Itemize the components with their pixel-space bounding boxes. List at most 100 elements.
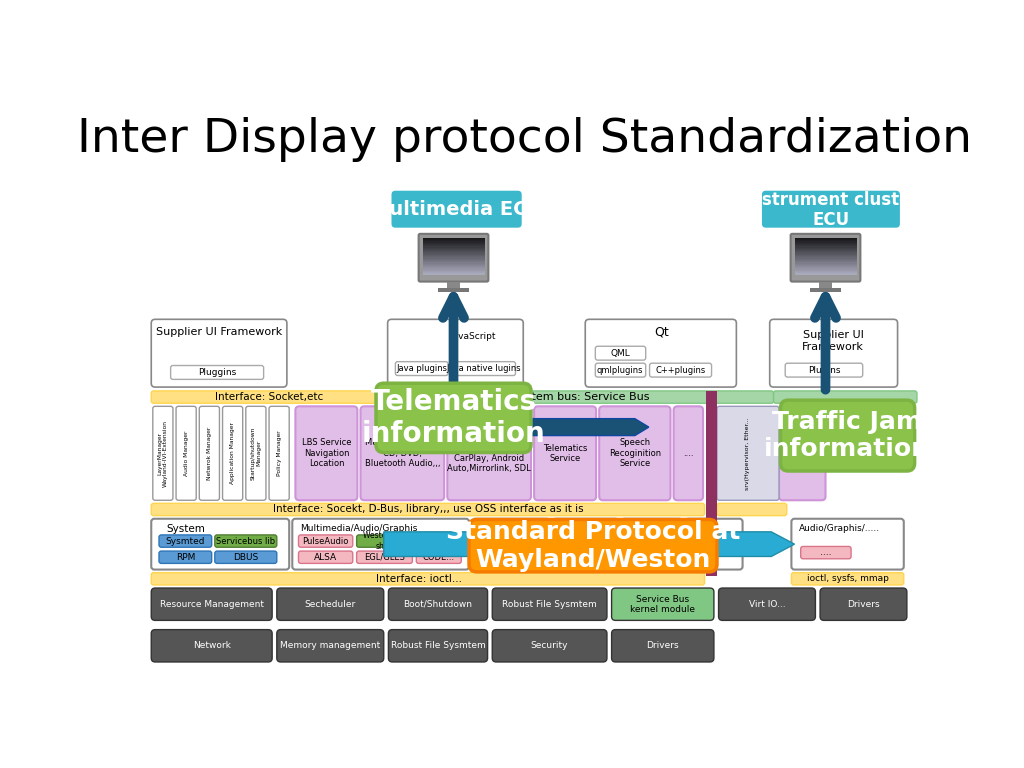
FancyBboxPatch shape [152, 630, 272, 662]
Text: Secheduler: Secheduler [305, 600, 356, 609]
Bar [795, 263, 856, 265]
Text: CODE...: CODE... [423, 553, 455, 561]
FancyBboxPatch shape [159, 551, 212, 564]
Text: Security: Security [530, 641, 568, 650]
Text: Sysmted: Sysmted [166, 537, 205, 545]
FancyBboxPatch shape [586, 319, 736, 387]
FancyBboxPatch shape [388, 391, 773, 403]
FancyBboxPatch shape [417, 551, 461, 564]
FancyBboxPatch shape [200, 406, 219, 500]
Bar [423, 253, 484, 254]
Text: ALSA: ALSA [314, 553, 337, 561]
FancyBboxPatch shape [388, 588, 487, 621]
Text: Audio Manager: Audio Manager [183, 431, 188, 476]
Bar [423, 243, 484, 244]
Bar [795, 247, 856, 249]
Text: LBS Service
Navigation
Location: LBS Service Navigation Location [302, 439, 351, 468]
Bar [795, 260, 856, 261]
FancyBboxPatch shape [535, 406, 596, 500]
Bar [423, 255, 484, 257]
FancyBboxPatch shape [395, 362, 449, 376]
FancyBboxPatch shape [792, 573, 904, 585]
Bar [795, 270, 856, 271]
FancyBboxPatch shape [269, 406, 289, 500]
Bar [795, 251, 856, 253]
Text: LayerManager
Wayland-IVI-Extension: LayerManager Wayland-IVI-Extension [158, 420, 168, 487]
Bar [423, 266, 484, 267]
FancyBboxPatch shape [152, 518, 289, 570]
Bar [795, 245, 856, 247]
Bar [423, 270, 484, 271]
FancyBboxPatch shape [472, 518, 550, 570]
FancyBboxPatch shape [215, 551, 276, 564]
Bar [423, 247, 484, 249]
FancyBboxPatch shape [276, 588, 384, 621]
FancyBboxPatch shape [773, 391, 916, 403]
Bar [423, 267, 484, 269]
Text: Java plugins: Java plugins [396, 364, 447, 373]
Bar [810, 288, 841, 292]
Text: Telematics
Service: Telematics Service [543, 444, 588, 463]
Bar [423, 250, 484, 252]
FancyBboxPatch shape [153, 406, 173, 500]
Text: EGL/GLES: EGL/GLES [365, 553, 404, 561]
FancyBboxPatch shape [222, 406, 243, 500]
Text: srv(Hypervisor, Ether...: srv(Hypervisor, Ether... [745, 417, 751, 489]
Text: ....: .... [797, 449, 808, 458]
Bar [423, 260, 484, 261]
Text: Smart Phone
Service
CarPlay, Android
Auto,Mirrorlink, SDL: Smart Phone Service CarPlay, Android Aut… [447, 433, 531, 473]
FancyBboxPatch shape [622, 518, 682, 570]
Bar [423, 240, 484, 242]
FancyBboxPatch shape [685, 518, 742, 570]
Text: PulseAudio: PulseAudio [302, 537, 349, 545]
Text: Plugins: Plugins [808, 366, 841, 375]
FancyArrow shape [384, 531, 795, 557]
Bar [795, 255, 856, 257]
Text: Java native lugins: Java native lugins [446, 364, 521, 373]
Bar [423, 271, 484, 273]
FancyBboxPatch shape [376, 383, 531, 452]
FancyBboxPatch shape [391, 190, 521, 227]
Bar [423, 257, 484, 258]
FancyBboxPatch shape [171, 366, 263, 379]
Text: ioctl, sysfs, mmap: ioctl, sysfs, mmap [807, 574, 889, 584]
Text: System bus: Service Bus: System bus: Service Bus [512, 392, 649, 402]
Text: Pluggins: Pluggins [198, 368, 237, 377]
FancyBboxPatch shape [276, 630, 384, 662]
FancyBboxPatch shape [493, 588, 607, 621]
Bar [795, 244, 856, 246]
FancyBboxPatch shape [779, 406, 825, 500]
Text: Multimedia ECU: Multimedia ECU [370, 200, 543, 220]
Text: Multimeia Service
CD, DVD,
Bluetooth Audio,,,: Multimeia Service CD, DVD, Bluetooth Aud… [365, 439, 440, 468]
Bar [795, 249, 856, 250]
FancyBboxPatch shape [447, 406, 531, 500]
Bar [423, 237, 484, 240]
Bar [795, 271, 856, 273]
FancyBboxPatch shape [299, 535, 352, 548]
Text: Inter Display protocol Standardization: Inter Display protocol Standardization [77, 118, 973, 162]
Text: Interface: Socket,etc: Interface: Socket,etc [215, 392, 324, 402]
Text: Instrument cluster
ECU: Instrument cluster ECU [743, 190, 919, 230]
Bar [423, 257, 484, 259]
Bar [423, 251, 484, 253]
Bar [795, 269, 856, 270]
FancyBboxPatch shape [152, 588, 272, 621]
Text: Memory management: Memory management [281, 641, 380, 650]
Text: DBUS: DBUS [233, 553, 258, 561]
Bar [423, 272, 484, 274]
Text: Virt IO...: Virt IO... [749, 600, 785, 609]
Bar [819, 282, 831, 290]
Text: Speech
Recoginition
Service: Speech Recoginition Service [609, 439, 660, 468]
Bar [795, 263, 856, 264]
Bar [423, 259, 484, 260]
FancyBboxPatch shape [159, 535, 212, 548]
Text: Supplier UI Framework: Supplier UI Framework [156, 326, 282, 336]
FancyBboxPatch shape [719, 588, 815, 621]
Bar [795, 257, 856, 258]
Bar [795, 273, 856, 275]
Text: Supplier UI
Framework: Supplier UI Framework [803, 330, 864, 352]
FancyBboxPatch shape [762, 190, 900, 227]
Text: Interface: ioctl...: Interface: ioctl... [376, 574, 462, 584]
FancyBboxPatch shape [419, 233, 488, 282]
Bar [423, 273, 484, 275]
